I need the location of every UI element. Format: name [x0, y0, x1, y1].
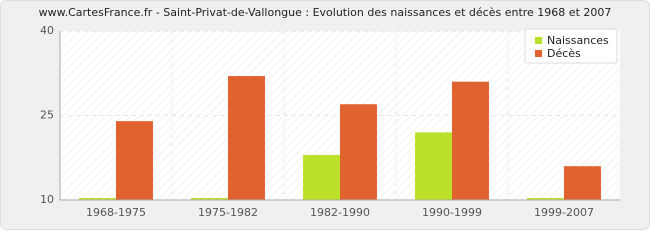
bar: [228, 76, 265, 200]
bar: [116, 121, 153, 200]
bar: [452, 81, 489, 200]
legend-swatch: [535, 50, 542, 57]
chart-title: www.CartesFrance.fr - Saint-Privat-de-Va…: [39, 6, 612, 19]
bar: [564, 166, 601, 200]
bar: [527, 198, 564, 200]
bar: [79, 198, 116, 200]
y-tick-label: 25: [40, 109, 54, 122]
bar: [340, 104, 377, 200]
chart: www.CartesFrance.fr - Saint-Privat-de-Va…: [0, 0, 650, 230]
x-tick-label: 1982-1990: [310, 206, 370, 219]
legend-box: [524, 28, 618, 64]
x-tick-label: 1968-1975: [86, 206, 146, 219]
legend-label: Décès: [547, 47, 581, 60]
x-tick-label: 1975-1982: [198, 206, 258, 219]
y-tick-label: 40: [40, 24, 54, 37]
bar: [415, 132, 452, 200]
x-tick-label: 1999-2007: [534, 206, 594, 219]
bar: [303, 154, 340, 200]
x-tick-label: 1990-1999: [422, 206, 482, 219]
y-tick-label: 10: [40, 193, 54, 206]
legend-swatch: [535, 37, 542, 44]
bar: [191, 198, 228, 200]
legend-label: Naissances: [547, 34, 609, 47]
